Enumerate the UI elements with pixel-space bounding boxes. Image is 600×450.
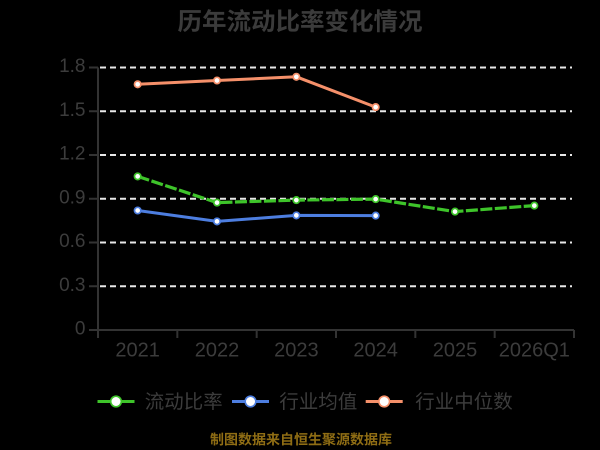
svg-text:1.8: 1.8 xyxy=(59,56,85,77)
svg-text:2023: 2023 xyxy=(274,340,319,362)
svg-text:2024: 2024 xyxy=(353,340,398,362)
svg-text:2025: 2025 xyxy=(433,340,478,362)
svg-text:2026Q1: 2026Q1 xyxy=(499,340,570,362)
svg-text:2022: 2022 xyxy=(195,340,240,362)
svg-text:0: 0 xyxy=(75,319,86,340)
svg-text:2021: 2021 xyxy=(115,340,160,362)
svg-text:0.9: 0.9 xyxy=(59,187,85,208)
svg-text:1.2: 1.2 xyxy=(59,144,85,165)
svg-text:0.6: 0.6 xyxy=(59,231,85,252)
svg-text:0.3: 0.3 xyxy=(59,275,85,296)
svg-text:1.5: 1.5 xyxy=(59,100,85,121)
